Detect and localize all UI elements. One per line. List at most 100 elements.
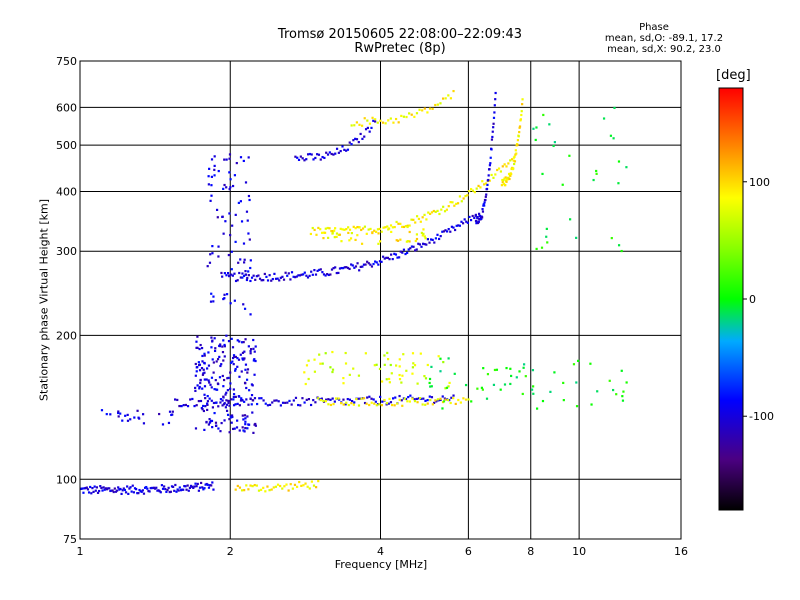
echo-point: [452, 394, 455, 397]
echo-point: [242, 159, 245, 163]
echo-point: [434, 237, 437, 240]
echo-point: [178, 404, 181, 408]
echo-point: [211, 245, 214, 248]
echo-point: [233, 355, 236, 358]
echo-point: [317, 480, 320, 483]
echo-point: [243, 357, 246, 360]
echo-point: [196, 384, 199, 387]
echo-point: [317, 397, 320, 400]
echo-point: [413, 398, 416, 401]
echo-point: [352, 139, 355, 142]
echo-point: [517, 135, 520, 138]
echo-point: [549, 390, 552, 393]
echo-point: [464, 383, 468, 387]
echo-point: [200, 481, 203, 485]
echo-point: [382, 255, 385, 258]
echo-point: [485, 193, 488, 196]
echo-point: [465, 220, 468, 223]
echo-point: [231, 356, 235, 360]
echo-point: [149, 487, 152, 490]
echo-point: [145, 485, 148, 489]
echo-point: [370, 397, 373, 400]
echo-point: [470, 188, 473, 191]
echo-point: [300, 484, 303, 487]
echo-point: [252, 274, 255, 277]
echo-point: [213, 411, 216, 415]
echo-point: [222, 232, 225, 235]
echo-point: [439, 102, 442, 105]
echo-point: [231, 346, 235, 349]
echo-point: [305, 398, 308, 401]
echo-point: [202, 404, 205, 408]
echo-point: [170, 413, 173, 417]
echo-point: [208, 381, 211, 384]
echo-point: [401, 225, 404, 228]
echo-point: [277, 400, 280, 403]
echo-point: [89, 485, 92, 489]
echo-point: [217, 245, 220, 248]
echo-point: [91, 487, 94, 490]
echo-point: [441, 395, 444, 398]
echo-point: [249, 484, 252, 487]
echo-point: [124, 414, 127, 417]
echo-point: [326, 153, 330, 156]
echo-point: [357, 397, 360, 400]
echo-point: [230, 414, 234, 417]
echo-point: [311, 226, 314, 230]
echo-point: [621, 399, 625, 402]
echo-point: [329, 366, 332, 369]
echo-point: [352, 367, 355, 370]
echo-point: [294, 396, 298, 399]
echo-point: [244, 273, 248, 276]
echo-point: [287, 272, 290, 275]
echo-point: [258, 277, 262, 280]
echo-point: [281, 275, 284, 278]
echo-point: [231, 415, 234, 419]
echo-point: [320, 397, 323, 400]
echo-point: [232, 404, 236, 407]
echo-point: [289, 278, 292, 281]
echo-point: [203, 428, 206, 431]
x-tick-label: 10: [572, 545, 586, 558]
echo-point: [207, 183, 210, 186]
echo-point: [439, 397, 442, 400]
echo-point: [245, 386, 248, 390]
echo-point: [409, 247, 412, 250]
echo-point: [357, 140, 360, 144]
echo-point: [203, 362, 206, 365]
echo-point: [315, 486, 318, 489]
echo-point: [478, 217, 481, 221]
echo-point: [319, 158, 322, 161]
echo-point: [205, 420, 208, 424]
echo-point: [219, 343, 222, 346]
echo-point: [430, 211, 434, 214]
echo-point: [194, 389, 197, 393]
echo-point: [221, 275, 224, 278]
echo-point: [473, 191, 476, 194]
echo-point: [439, 235, 442, 238]
echo-point: [481, 180, 484, 183]
echo-point: [385, 378, 388, 381]
echo-point: [348, 373, 351, 376]
echo-point: [234, 395, 237, 398]
echo-point: [545, 227, 548, 231]
echo-point: [353, 266, 356, 269]
echo-point: [288, 399, 291, 403]
echo-point: [157, 489, 160, 492]
echo-point: [305, 274, 308, 277]
echo-point: [486, 373, 490, 376]
echo-point: [433, 401, 436, 405]
echo-point: [215, 401, 218, 404]
echo-point: [242, 429, 245, 432]
echo-point: [500, 184, 504, 187]
echo-point: [447, 205, 450, 208]
y-axis-label: Stationary phase Virtual Height [km]: [37, 198, 51, 402]
echo-point: [462, 197, 465, 200]
echo-point: [387, 119, 390, 122]
echo-point: [483, 183, 486, 186]
echo-point: [225, 391, 228, 394]
echo-point: [90, 492, 93, 495]
echo-point: [213, 349, 217, 353]
echo-point: [535, 247, 538, 251]
echo-point: [246, 371, 249, 374]
